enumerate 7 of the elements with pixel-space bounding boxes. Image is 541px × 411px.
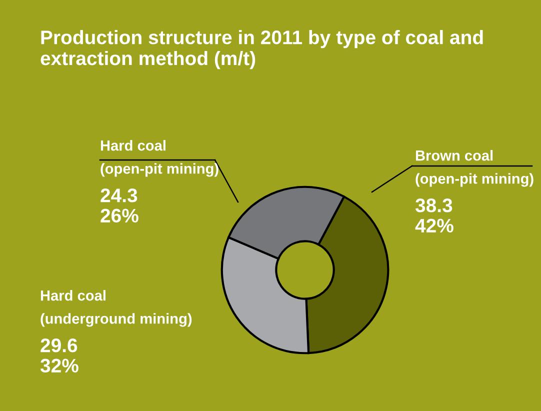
data-label: 38.3 42%: [415, 198, 454, 232]
slice-label: Brown coal (open-pit mining): [416, 150, 534, 187]
slice-label: Hard coal (underground mining): [40, 290, 192, 327]
chart-title: Production structure in 2011 by type of coal and extraction method (m/t): [40, 30, 483, 70]
data-label: 29.6 32%: [40, 338, 78, 373]
data-label: 24.3 26%: [100, 188, 138, 223]
slice-label: Hard coal (open-pit mining): [100, 140, 218, 177]
